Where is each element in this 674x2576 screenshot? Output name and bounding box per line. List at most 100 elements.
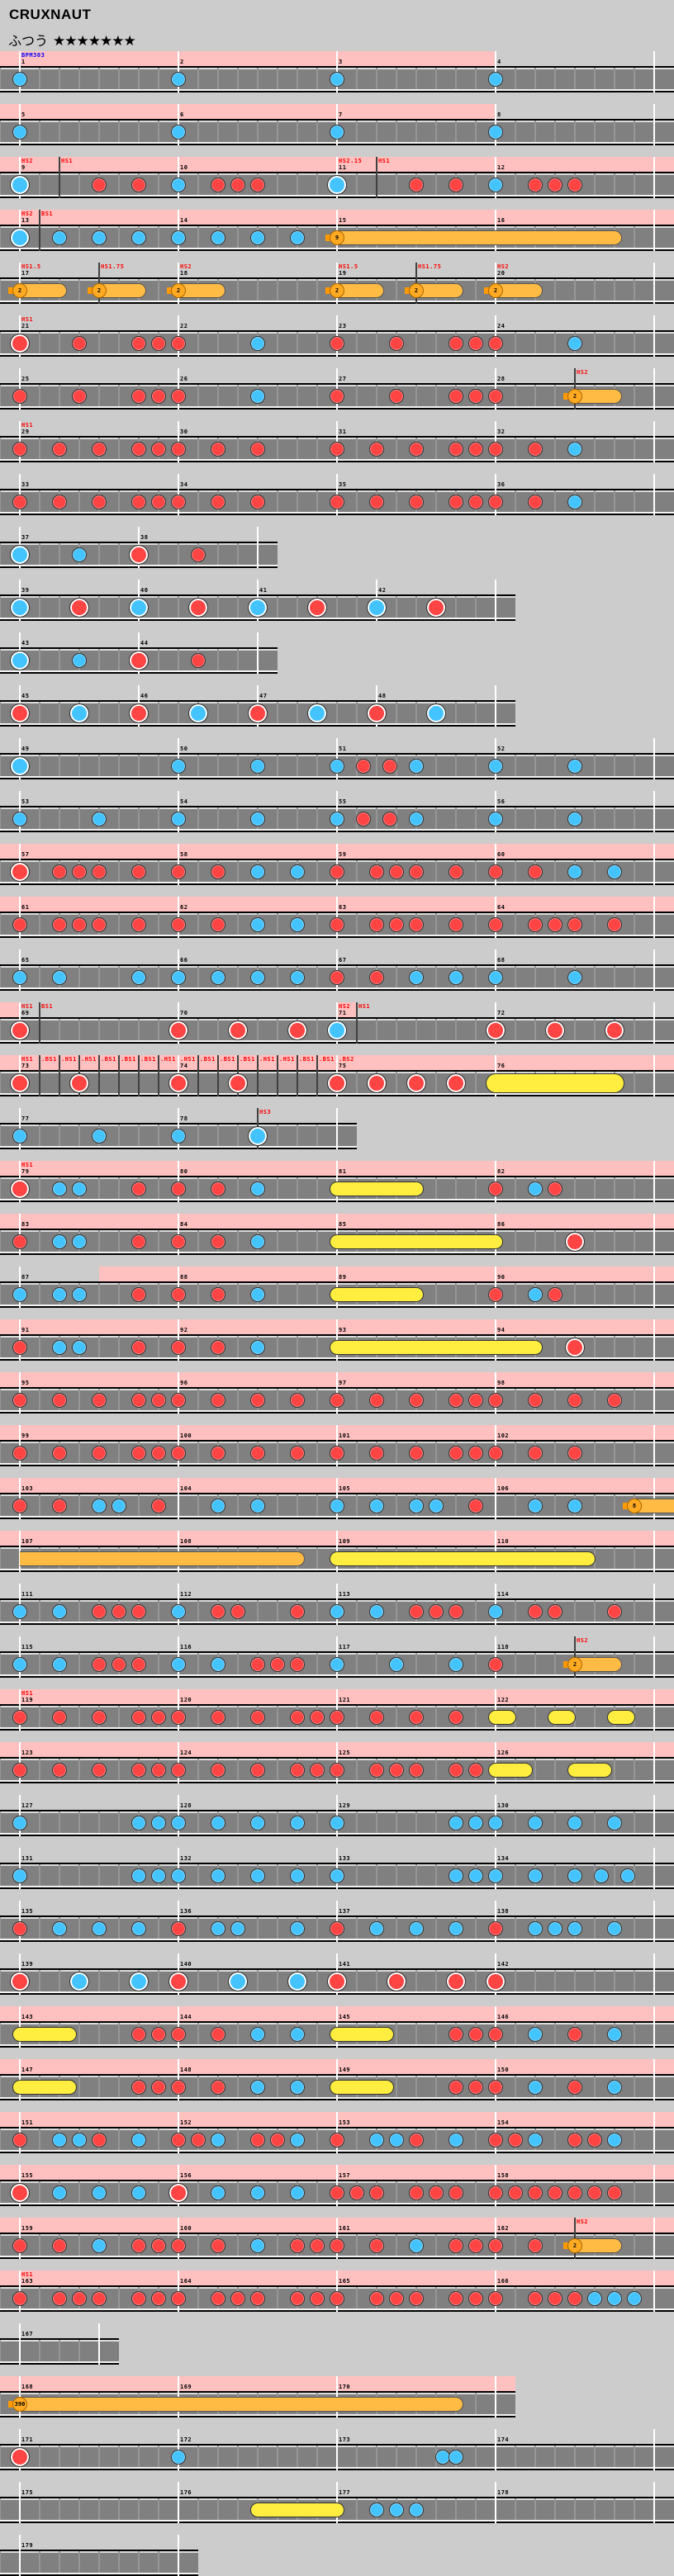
beat-line bbox=[197, 1864, 199, 1886]
beat-line bbox=[197, 1600, 199, 1622]
don-note bbox=[567, 2185, 582, 2200]
gogo-band bbox=[337, 1742, 496, 1757]
beat-line bbox=[515, 1389, 516, 1410]
measure-line bbox=[653, 1636, 655, 1678]
ka-note bbox=[250, 1340, 265, 1355]
beat-line bbox=[237, 966, 239, 987]
beat-line bbox=[197, 2023, 199, 2044]
beat-line bbox=[634, 173, 635, 195]
tempo-label: HS1 bbox=[21, 1056, 34, 1063]
measure-line bbox=[653, 1953, 655, 1995]
ka-note bbox=[250, 917, 265, 932]
don-note bbox=[449, 2291, 463, 2306]
gogo-band bbox=[0, 2218, 20, 2233]
don-note bbox=[567, 1393, 582, 1408]
tempo-label: HS3 bbox=[259, 1109, 272, 1115]
don-note bbox=[211, 495, 225, 509]
beat-line bbox=[59, 543, 60, 565]
beat-line bbox=[634, 807, 635, 829]
beat-line bbox=[515, 2287, 516, 2308]
beat-line bbox=[138, 2551, 140, 2573]
beat-line bbox=[435, 438, 437, 459]
ka-note bbox=[330, 1604, 344, 1619]
gogo-band bbox=[337, 1319, 496, 1334]
beat-line bbox=[277, 332, 278, 353]
beat-line bbox=[396, 490, 397, 512]
ka-note bbox=[250, 759, 265, 774]
measure-number: 89 bbox=[339, 1274, 347, 1281]
beat-line bbox=[158, 543, 159, 565]
ka-note bbox=[567, 442, 582, 457]
beat-line bbox=[0, 596, 1, 618]
beat-line bbox=[158, 755, 159, 776]
beat-line bbox=[316, 2129, 318, 2150]
don-note bbox=[389, 336, 404, 351]
beat-line bbox=[475, 173, 477, 195]
measure-number: 94 bbox=[497, 1327, 505, 1333]
beat-line bbox=[475, 2498, 477, 2520]
beat-line bbox=[78, 755, 80, 776]
beat-line bbox=[435, 1019, 437, 1040]
beat-line bbox=[158, 807, 159, 829]
tempo-label: .HS1 bbox=[180, 1056, 196, 1063]
gogo-band bbox=[20, 1478, 178, 1493]
beat-line bbox=[396, 1864, 397, 1886]
chart-row: 115 116 117 118 HS2 2 bbox=[0, 1636, 674, 1678]
big-don-note bbox=[10, 1073, 30, 1093]
beat-line bbox=[376, 1864, 377, 1886]
don-note bbox=[12, 1393, 27, 1408]
measure-number: 4 bbox=[497, 59, 501, 65]
beat-line bbox=[0, 385, 1, 406]
beat-line bbox=[0, 1759, 1, 1780]
measure-line bbox=[19, 2482, 21, 2523]
tempo-label: HS1 bbox=[21, 422, 34, 429]
beat-line bbox=[634, 1653, 635, 1674]
measure-number: 128 bbox=[180, 1802, 192, 1809]
measure-number: 45 bbox=[21, 693, 30, 699]
beat-line bbox=[376, 2446, 377, 2467]
beat-line bbox=[594, 173, 596, 195]
ka-note bbox=[52, 2133, 67, 2147]
measure-number: 100 bbox=[180, 1432, 192, 1439]
measure-number: 161 bbox=[339, 2225, 351, 2232]
don-note bbox=[528, 1446, 543, 1461]
beat-line bbox=[297, 1283, 298, 1305]
beat-line bbox=[237, 596, 239, 618]
beat-line bbox=[554, 1336, 556, 1357]
don-note bbox=[211, 1604, 225, 1619]
beat-line bbox=[197, 438, 199, 459]
measure-number: 27 bbox=[339, 376, 347, 382]
ka-note bbox=[449, 1816, 463, 1830]
ka-note bbox=[290, 2185, 305, 2200]
beat-line bbox=[396, 68, 397, 89]
don-note bbox=[449, 389, 463, 404]
big-don-note bbox=[10, 334, 30, 353]
beat-line bbox=[634, 860, 635, 882]
beat-line bbox=[158, 596, 159, 618]
beat-line bbox=[515, 385, 516, 406]
measure-number: 32 bbox=[497, 429, 505, 435]
gogo-band bbox=[178, 844, 337, 859]
beat-line bbox=[138, 1125, 140, 1146]
gogo-band bbox=[0, 1425, 20, 1440]
don-note bbox=[389, 864, 404, 879]
measure-number: 55 bbox=[339, 798, 347, 805]
beat-line bbox=[138, 807, 140, 829]
chart-row: 73 74 75 76 HS1 .BS1 .HS1 .HS1 .BS1 .BS1 .BS1 .HS1.… bbox=[0, 1055, 674, 1096]
balloon-tab bbox=[8, 2401, 13, 2408]
chart-row: 25 26 27 28 HS2 2 bbox=[0, 368, 674, 410]
don-note bbox=[488, 495, 503, 509]
beat-line bbox=[475, 2393, 477, 2414]
beat-line bbox=[634, 1283, 635, 1305]
beat-line bbox=[0, 332, 1, 353]
beat-line bbox=[39, 1970, 40, 1991]
measure-number: 98 bbox=[497, 1380, 505, 1386]
measure-number: 140 bbox=[180, 1961, 192, 1968]
beat-line bbox=[396, 1811, 397, 1833]
big-don-note bbox=[69, 598, 89, 618]
measure-number: 86 bbox=[497, 1221, 505, 1228]
ka-note bbox=[151, 1816, 166, 1830]
gogo-band bbox=[654, 1425, 674, 1440]
beat-line bbox=[158, 649, 159, 670]
ka-note bbox=[548, 1921, 562, 1936]
